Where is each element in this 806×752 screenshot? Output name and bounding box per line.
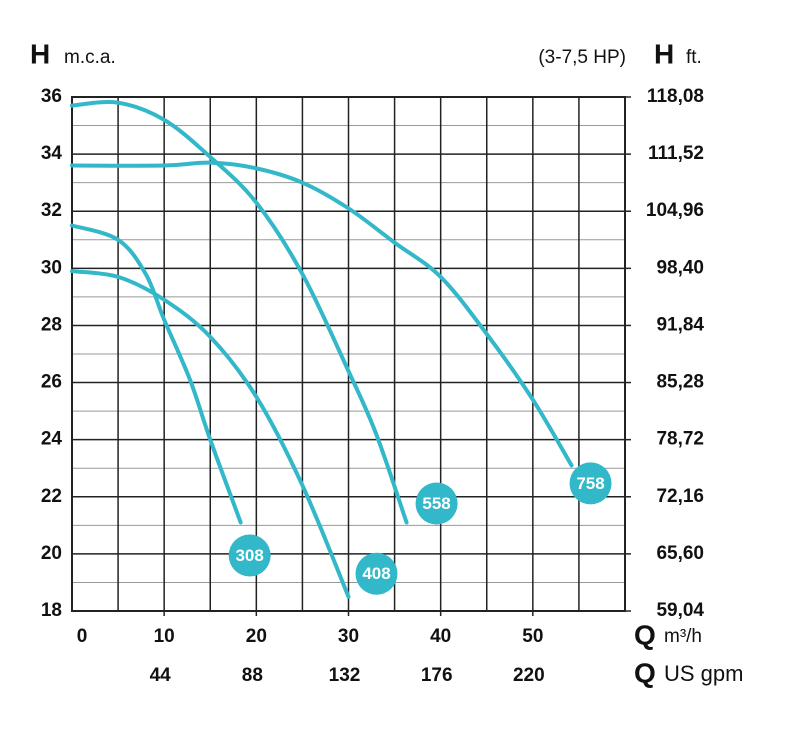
y-symbol: H	[30, 38, 50, 69]
y-tick-label: 32	[41, 200, 62, 221]
x2-tick-label: 176	[421, 665, 453, 686]
y2-tick-label: 104,96	[646, 200, 704, 221]
x-unit: m³/h	[664, 626, 702, 647]
x-tick-label: 40	[430, 626, 451, 647]
y2-tick-label: 85,28	[656, 372, 704, 393]
y-tick-label: 18	[41, 600, 62, 621]
x2-tick-label: 44	[150, 665, 172, 686]
y2-tick-label: 111,52	[648, 143, 704, 164]
x2-tick-label: 132	[329, 665, 361, 686]
x2-tick-label: 88	[242, 665, 263, 686]
x-symbol: Q	[634, 619, 656, 650]
y2-tick-label: 59,04	[656, 600, 704, 621]
y-tick-label: 30	[41, 257, 62, 278]
curve-badge	[228, 534, 271, 577]
subtitle: (3-7,5 HP)	[538, 47, 626, 68]
x2-symbol: Q	[634, 657, 656, 688]
x-tick-label: 50	[522, 626, 543, 647]
y-tick-label: 24	[41, 429, 63, 450]
pump-curve	[70, 100, 409, 525]
legend-label: 408	[362, 564, 390, 583]
x-tick-label: 30	[338, 626, 359, 647]
x2-unit: US gpm	[664, 661, 743, 686]
x-tick-label: 20	[246, 626, 267, 647]
curve-badge	[569, 462, 612, 505]
y2-tick-label: 65,60	[656, 543, 704, 564]
plot-frame	[71, 96, 626, 612]
y2-tick-label: 78,72	[656, 429, 704, 450]
pump-curve	[70, 160, 574, 468]
legend-label: 758	[576, 474, 604, 493]
y-tick-label: 26	[41, 372, 62, 393]
y2-tick-label: 72,16	[656, 486, 704, 507]
legend-label: 558	[422, 494, 450, 513]
y-tick-label: 20	[41, 543, 62, 564]
y-tick-label: 28	[41, 314, 62, 335]
y2-symbol: H	[654, 38, 674, 69]
pump-curve	[70, 223, 243, 525]
y2-tick-label: 91,84	[656, 314, 704, 335]
y2-unit: ft.	[686, 47, 702, 68]
y2-tick-label: 118,08	[647, 86, 704, 107]
x-tick-label: 10	[154, 626, 175, 647]
y2-tick-label: 98,40	[656, 257, 704, 278]
curve-badge	[415, 482, 458, 525]
x2-tick-label: 220	[513, 665, 545, 686]
y-tick-label: 36	[41, 86, 62, 107]
legend-label: 308	[235, 546, 263, 565]
curve-badge	[355, 552, 398, 595]
pump-curve	[70, 269, 351, 599]
y-unit: m.c.a.	[64, 47, 116, 68]
x-tick-label: 0	[77, 626, 88, 647]
y-tick-label: 22	[41, 486, 62, 507]
y-tick-label: 34	[41, 143, 63, 164]
